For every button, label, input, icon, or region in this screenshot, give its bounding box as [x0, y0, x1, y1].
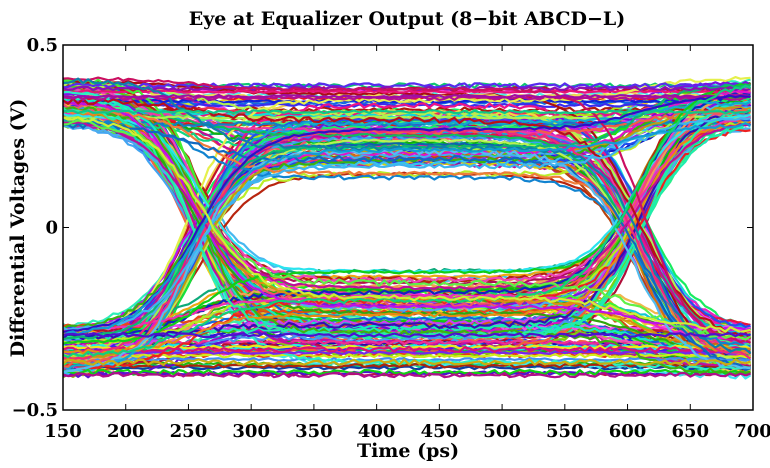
y-tick-label: −0.5: [12, 400, 58, 421]
eye-trace: [63, 368, 751, 376]
eye-trace: [63, 120, 752, 355]
eye-trace: [63, 116, 751, 334]
x-tick-label: 500: [483, 421, 521, 442]
eye-trace: [63, 86, 752, 284]
x-tick-label: 200: [107, 421, 145, 442]
eye-trace: [63, 339, 751, 345]
y-tick-label: 0.5: [27, 35, 58, 56]
eye-trace: [63, 89, 751, 94]
x-tick-label: 700: [734, 421, 770, 442]
eye-trace: [63, 76, 751, 334]
eye-trace: [63, 117, 751, 332]
eye-trace: [63, 93, 751, 99]
eye-trace: [63, 100, 751, 370]
x-tick-label: 150: [44, 421, 82, 442]
x-axis: 150 200 250 300 350 400 450 500 550 600 650 700: [44, 45, 770, 442]
eye-trace: [63, 83, 751, 341]
eye-trace: [63, 122, 751, 337]
y-tick-label: 0: [45, 218, 58, 239]
eye-trace: [63, 365, 751, 371]
eye-trace: [63, 357, 751, 362]
eye-traces: [63, 76, 752, 380]
x-tick-label: 650: [671, 421, 709, 442]
eye-trace: [63, 332, 751, 339]
eye-trace: [63, 109, 751, 115]
eye-trace: [63, 97, 752, 340]
eye-trace: [63, 109, 751, 354]
eye-trace: [63, 352, 751, 359]
x-tick-label: 550: [546, 421, 584, 442]
eye-trace: [63, 346, 751, 353]
eye-trace: [63, 115, 751, 120]
eye-trace: [63, 126, 752, 361]
x-tick-label: 300: [232, 421, 270, 442]
x-tick-label: 600: [609, 421, 647, 442]
x-tick-label: 350: [295, 421, 333, 442]
eye-trace: [63, 82, 751, 89]
eye-trace: [63, 121, 751, 291]
eye-trace: [63, 323, 752, 332]
eye-trace: [63, 84, 751, 359]
x-axis-label: Time (ps): [357, 440, 459, 462]
y-axis-label: Differential Voltages (V): [7, 99, 29, 358]
x-tick-label: 450: [421, 421, 459, 442]
x-tick-label: 250: [170, 421, 208, 442]
eye-trace: [63, 371, 751, 379]
x-tick-label: 400: [358, 421, 396, 442]
eye-trace: [63, 122, 751, 372]
eye-trace: [63, 358, 751, 366]
eye-trace: [63, 83, 751, 345]
y-axis: −0.5 0 0.5: [12, 35, 753, 421]
chart-title: Eye at Equalizer Output (8−bit ABCD−L): [189, 8, 625, 30]
